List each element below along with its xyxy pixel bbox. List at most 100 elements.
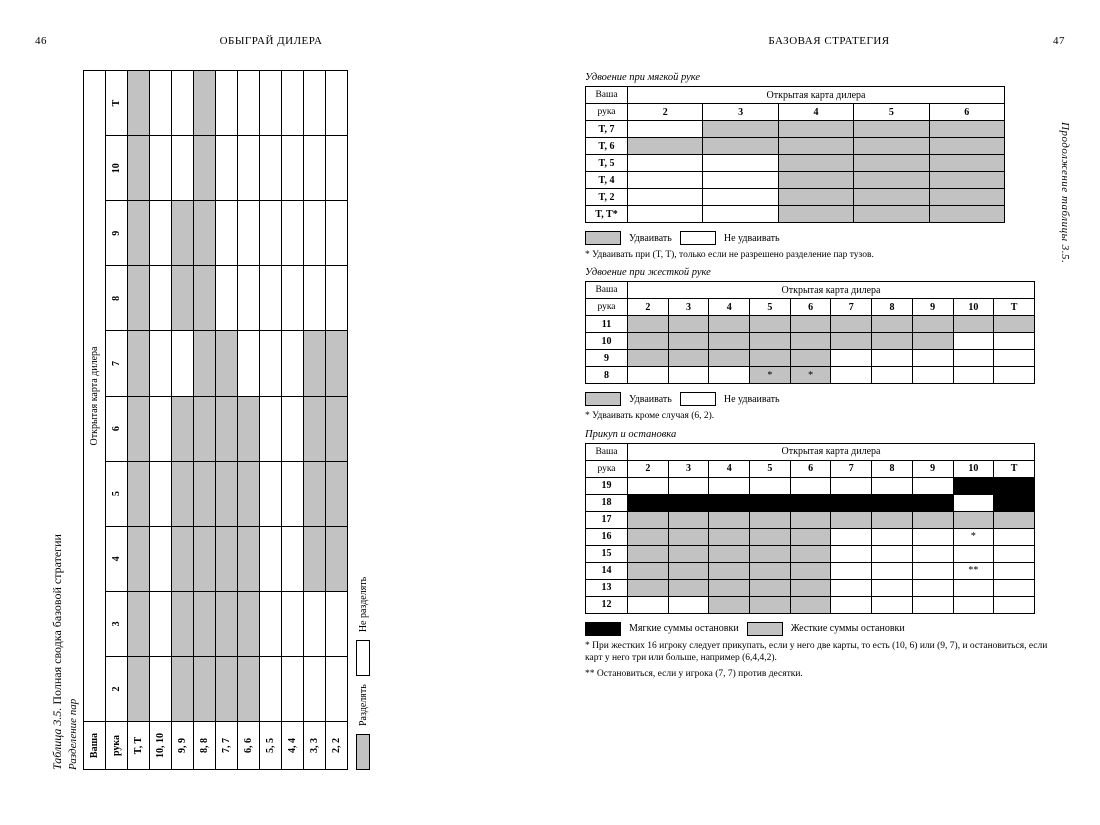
- strategy-cell: [953, 596, 994, 613]
- strategy-cell: [790, 333, 831, 350]
- strategy-cell: [304, 461, 326, 526]
- row-label: 19: [586, 477, 628, 494]
- strategy-cell: [703, 155, 778, 172]
- strategy-cell: [238, 526, 260, 591]
- dealer-col: 10: [953, 299, 994, 316]
- hard-double-table: ВашаОткрытая карта дилерарука2345678910T…: [585, 281, 1035, 384]
- dealer-col: 4: [778, 104, 853, 121]
- strategy-cell: [994, 562, 1035, 579]
- strategy-cell: [194, 201, 216, 266]
- strategy-cell: [304, 656, 326, 721]
- hit-stand-footnote1: * При жестких 16 игроку следует прикупат…: [585, 640, 1065, 665]
- row-label: 18: [586, 494, 628, 511]
- strategy-cell: [831, 494, 872, 511]
- row-label: T, 7: [586, 121, 628, 138]
- strategy-cell: [854, 121, 929, 138]
- hand-header-2: рука: [586, 299, 628, 316]
- page-number-right: 47: [1053, 35, 1065, 47]
- strategy-cell: [953, 545, 994, 562]
- strategy-cell: [668, 545, 709, 562]
- table-row: 2, 2: [326, 71, 348, 770]
- table-row: 10: [586, 333, 1035, 350]
- strategy-cell: [790, 545, 831, 562]
- strategy-cell: [238, 201, 260, 266]
- strategy-cell: [628, 316, 669, 333]
- strategy-cell: [128, 266, 150, 331]
- hand-header: Ваша: [586, 443, 628, 460]
- table-subcaption: Разделение пар: [67, 70, 79, 770]
- swatch-nosplit: [356, 640, 370, 676]
- strategy-cell: [128, 591, 150, 656]
- pair-splitting-block: Таблица 3.5. Полная сводка базовой страт…: [50, 70, 510, 770]
- hand-header: Ваша: [84, 722, 106, 770]
- strategy-cell: [304, 591, 326, 656]
- strategy-cell: [150, 266, 172, 331]
- strategy-cell: [912, 477, 953, 494]
- legend-nosplit-label: Не разделять: [358, 577, 369, 632]
- table-row: T, 6: [586, 138, 1005, 155]
- strategy-cell: [216, 526, 238, 591]
- hit-stand-legend: Мягкие суммы остановки Жесткие суммы ост…: [585, 622, 1065, 636]
- dealer-col: 8: [106, 266, 128, 331]
- strategy-cell: [872, 316, 913, 333]
- table-row: 3, 3: [304, 71, 326, 770]
- row-label: 4, 4: [282, 722, 304, 770]
- strategy-cell: [831, 333, 872, 350]
- dealer-col: T: [106, 71, 128, 136]
- strategy-cell: [994, 350, 1035, 367]
- strategy-cell: [194, 136, 216, 201]
- strategy-cell: [628, 189, 703, 206]
- pair-splitting-table: ВашаОткрытая карта дилерарука2345678910T…: [83, 70, 348, 770]
- strategy-cell: [872, 511, 913, 528]
- page-number-left: 46: [35, 35, 47, 47]
- strategy-cell: [994, 579, 1035, 596]
- strategy-cell: [128, 656, 150, 721]
- swatch-nodouble: [680, 231, 716, 245]
- strategy-cell: [260, 136, 282, 201]
- row-label: T, 2: [586, 189, 628, 206]
- strategy-cell: [172, 201, 194, 266]
- strategy-cell: [929, 172, 1004, 189]
- dealer-col: 2: [628, 460, 669, 477]
- strategy-cell: [912, 579, 953, 596]
- table-row: T, 7: [586, 121, 1005, 138]
- strategy-cell: [326, 396, 348, 461]
- strategy-cell: [953, 333, 994, 350]
- table-row: 9: [586, 350, 1035, 367]
- right-header: БАЗОВАЯ СТРАТЕГИЯ 47: [585, 35, 1065, 47]
- strategy-cell: [912, 333, 953, 350]
- strategy-cell: [150, 591, 172, 656]
- strategy-cell: [778, 155, 853, 172]
- soft-double-table: ВашаОткрытая карта дилерарука23456T, 7T,…: [585, 86, 1005, 223]
- row-label: 5, 5: [260, 722, 282, 770]
- strategy-cell: [216, 266, 238, 331]
- strategy-cell: [668, 528, 709, 545]
- split-legend: Разделять Не разделять: [356, 70, 370, 770]
- strategy-cell: [872, 494, 913, 511]
- dealer-col: 9: [912, 299, 953, 316]
- strategy-cell: [778, 121, 853, 138]
- strategy-cell: [953, 350, 994, 367]
- strategy-cell: [750, 333, 791, 350]
- strategy-cell: [238, 461, 260, 526]
- strategy-cell: [831, 350, 872, 367]
- hard-double-footnote: * Удваивать кроме случая (6, 2).: [585, 410, 1065, 422]
- strategy-cell: [194, 656, 216, 721]
- dealer-col: 9: [106, 201, 128, 266]
- strategy-cell: [831, 367, 872, 384]
- strategy-cell: [872, 596, 913, 613]
- hard-double-legend: Удваивать Не удваивать: [585, 392, 1065, 406]
- strategy-cell: [912, 316, 953, 333]
- dealer-col: 8: [872, 299, 913, 316]
- dealer-col: 6: [106, 396, 128, 461]
- running-head-left: ОБЫГРАЙ ДИЛЕРА: [47, 35, 495, 47]
- strategy-cell: [790, 596, 831, 613]
- strategy-cell: [929, 155, 1004, 172]
- strategy-cell: [750, 545, 791, 562]
- strategy-cell: [703, 121, 778, 138]
- page-right: БАЗОВАЯ СТРАТЕГИЯ 47 Продолжение таблицы…: [550, 0, 1100, 825]
- strategy-cell: [238, 656, 260, 721]
- strategy-cell: [750, 477, 791, 494]
- strategy-cell: [872, 333, 913, 350]
- strategy-cell: [668, 316, 709, 333]
